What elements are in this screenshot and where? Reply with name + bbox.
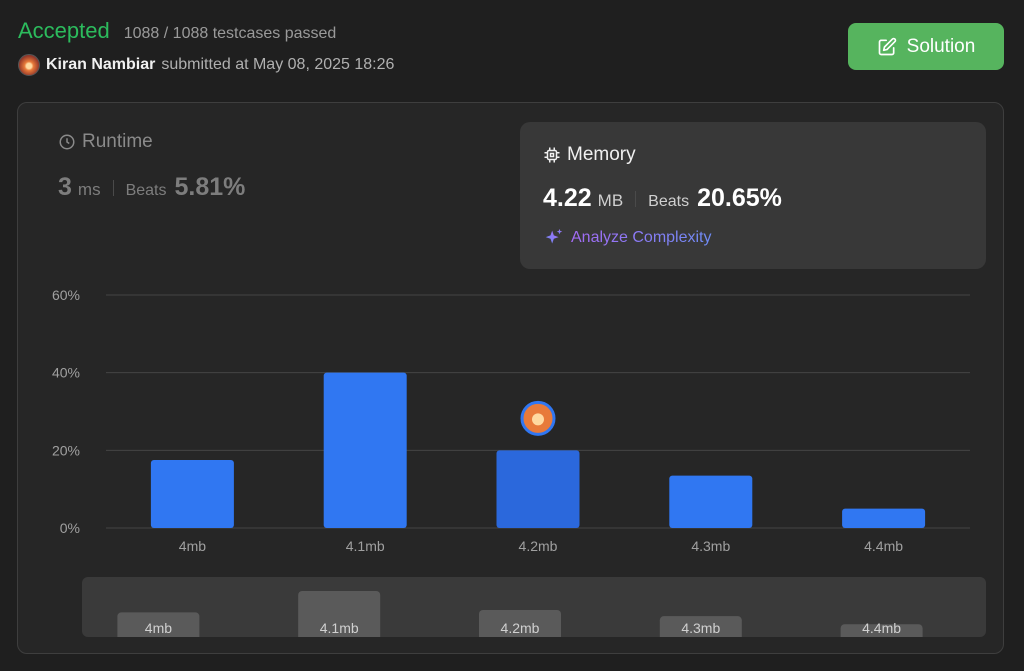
mini-bar bbox=[117, 612, 200, 637]
clock-icon bbox=[59, 134, 75, 150]
submission-header: Accepted 1088 / 1088 testcases passed Ki… bbox=[18, 18, 394, 76]
chip-icon bbox=[544, 147, 560, 163]
runtime-title-text: Runtime bbox=[82, 131, 153, 152]
chart-bar[interactable] bbox=[842, 508, 926, 528]
performance-panel: Runtime 3 ms Beats 5.81% Memory 4.22 MB … bbox=[17, 102, 1004, 654]
sparkle-icon bbox=[545, 228, 563, 244]
chart-bar[interactable] bbox=[150, 460, 234, 528]
mini-bar bbox=[659, 616, 742, 637]
submitter-line: Kiran Nambiar submitted at May 08, 2025 … bbox=[18, 54, 394, 76]
mini-bar bbox=[840, 624, 923, 637]
y-tick-label: 0% bbox=[60, 520, 80, 536]
divider bbox=[112, 179, 114, 196]
mini-bar-label: 4.1mb bbox=[320, 620, 359, 636]
memory-value: 4.22 bbox=[543, 184, 592, 212]
solution-button[interactable]: Solution bbox=[848, 23, 1004, 70]
memory-title-text: Memory bbox=[567, 144, 636, 165]
mini-bar-label: 4.4mb bbox=[862, 620, 901, 636]
mini-bar-label: 4mb bbox=[145, 620, 172, 636]
chart-bar[interactable] bbox=[323, 372, 407, 528]
avatar[interactable] bbox=[18, 54, 40, 76]
y-tick-label: 20% bbox=[52, 442, 80, 458]
analyze-complexity-label: Analyze Complexity bbox=[571, 229, 712, 246]
x-tick-label: 4.2mb bbox=[519, 538, 558, 554]
runtime-beats-label: Beats bbox=[125, 182, 167, 199]
runtime-card[interactable]: Runtime 3 ms Beats 5.81% bbox=[58, 131, 498, 241]
y-tick-label: 40% bbox=[52, 365, 80, 381]
runtime-unit: ms bbox=[77, 180, 101, 199]
memory-card[interactable]: Memory 4.22 MB Beats 20.65% Analyze Comp… bbox=[520, 122, 986, 269]
testcases-passed: 1088 / 1088 testcases passed bbox=[123, 25, 337, 42]
solution-button-label: Solution bbox=[906, 35, 976, 57]
memory-metric: 4.22 MB Beats 20.65% bbox=[543, 184, 986, 213]
mini-bar bbox=[479, 610, 561, 637]
avatar-marker-sun bbox=[532, 413, 544, 426]
chart-bar[interactable] bbox=[669, 475, 753, 528]
runtime-metric: 3 ms Beats 5.81% bbox=[58, 173, 498, 202]
mini-chart: 4mb 4.1mb 4.2mb 4.3mb 4.4mb bbox=[117, 591, 923, 637]
runtime-beats-value: 5.81% bbox=[174, 173, 246, 201]
runtime-title: Runtime bbox=[58, 131, 498, 153]
x-tick-label: 4.4mb bbox=[864, 538, 903, 554]
status-line: Accepted 1088 / 1088 testcases passed bbox=[18, 18, 394, 44]
user-name-link[interactable]: Kiran Nambiar bbox=[46, 56, 156, 73]
mini-bar-label: 4.2mb bbox=[501, 620, 540, 636]
runtime-value: 3 bbox=[58, 173, 72, 201]
chart-bar[interactable] bbox=[496, 450, 580, 528]
x-tick-label: 4mb bbox=[179, 538, 206, 554]
submitted-timestamp: submitted at May 08, 2025 18:26 bbox=[161, 56, 395, 73]
divider bbox=[635, 190, 637, 207]
analyze-complexity-link[interactable]: Analyze Complexity bbox=[543, 227, 986, 249]
mini-bar-label: 4.3mb bbox=[681, 620, 720, 636]
mini-bar bbox=[298, 591, 381, 637]
memory-beats-value: 20.65% bbox=[697, 184, 782, 212]
status-accepted: Accepted bbox=[18, 18, 110, 43]
memory-beats-label: Beats bbox=[648, 193, 690, 210]
memory-unit: MB bbox=[597, 191, 624, 210]
range-selector[interactable]: 4mb 4.1mb 4.2mb 4.3mb 4.4mb bbox=[82, 577, 986, 637]
y-tick-label: 60% bbox=[52, 287, 80, 303]
x-tick-label: 4.3mb bbox=[691, 538, 730, 554]
memory-title: Memory bbox=[543, 144, 986, 166]
x-tick-label: 4.1mb bbox=[346, 538, 385, 554]
edit-icon bbox=[878, 37, 896, 55]
memory-distribution-chart: 60% 40% 20% 0% 4mb 4.1mb 4.2mb 4.3mb 4.4mb bbox=[52, 287, 970, 554]
